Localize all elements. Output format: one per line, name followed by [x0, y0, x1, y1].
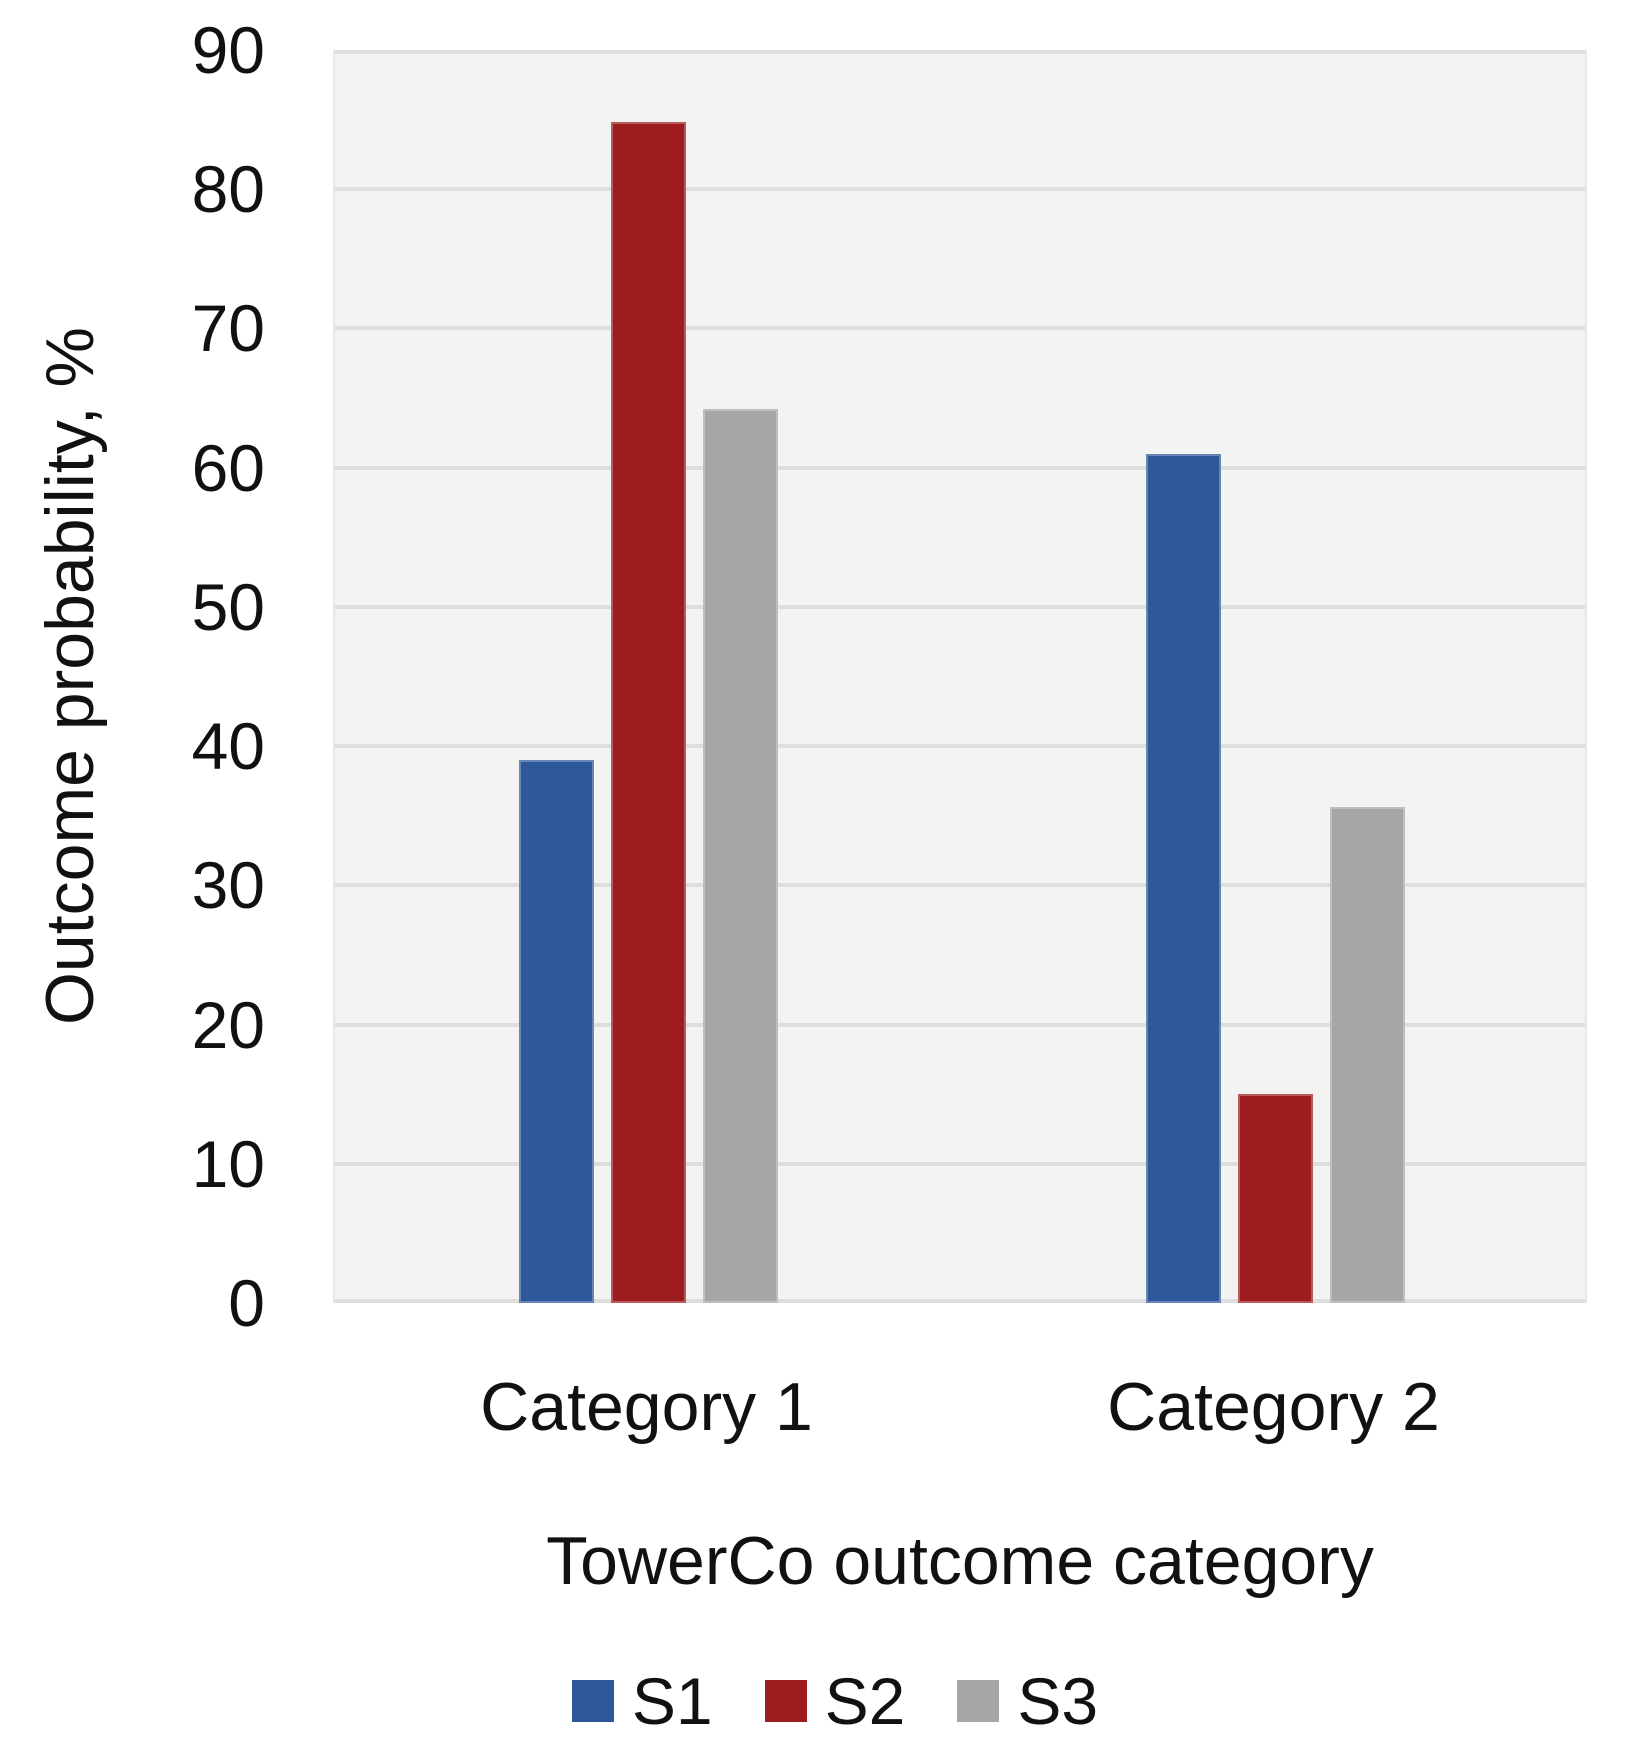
y-tick-label-80: 80 — [191, 152, 265, 227]
legend-item-s2: S2 — [764, 1664, 906, 1738]
bar-s3-category-1 — [703, 409, 778, 1303]
y-tick-label-30: 30 — [191, 848, 265, 923]
legend-swatch-s3 — [957, 1680, 1000, 1722]
legend-label-s3: S3 — [1017, 1664, 1099, 1738]
gridline-0 — [335, 1299, 1585, 1303]
bar-s1-category-1 — [519, 760, 594, 1303]
y-tick-label-60: 60 — [191, 430, 265, 505]
gridline-50 — [335, 604, 1585, 609]
gridline-70 — [335, 326, 1585, 331]
legend-swatch-s1 — [571, 1680, 614, 1722]
category-label-2: Category 2 — [1107, 1369, 1440, 1445]
bar-s1-category-2 — [1146, 453, 1221, 1303]
category-label-1: Category 1 — [480, 1369, 813, 1445]
gridline-30 — [335, 883, 1585, 888]
gridline-40 — [335, 744, 1585, 749]
gridline-60 — [335, 465, 1585, 470]
gridline-90 — [335, 50, 1585, 54]
bar-s3-category-2 — [1330, 807, 1405, 1303]
legend-label-s2: S2 — [824, 1664, 906, 1738]
y-tick-label-40: 40 — [191, 709, 265, 784]
y-tick-label-20: 20 — [191, 987, 265, 1062]
x-axis-title: TowerCo outcome category — [546, 1523, 1374, 1599]
legend-swatch-s2 — [764, 1680, 807, 1722]
y-axis-title: Outcome probability, % — [32, 327, 108, 1025]
legend-label-s1: S1 — [631, 1664, 713, 1738]
y-tick-label-0: 0 — [228, 1266, 265, 1340]
legend-item-s3: S3 — [957, 1668, 1098, 1734]
y-tick-label-10: 10 — [191, 1126, 265, 1201]
bar-s2-category-2 — [1238, 1094, 1313, 1303]
y-tick-label-90: 90 — [191, 13, 265, 87]
gridline-20 — [335, 1022, 1585, 1027]
bar-s2-category-1 — [611, 122, 686, 1303]
legend-item-s1: S1 — [571, 1664, 713, 1738]
y-tick-label-50: 50 — [191, 569, 265, 644]
plot-area — [333, 50, 1587, 1303]
gridline-80 — [335, 187, 1585, 192]
gridline-10 — [335, 1161, 1585, 1166]
y-tick-label-70: 70 — [191, 291, 265, 366]
legend: S1 S2 S3 — [22, 1668, 1626, 1734]
